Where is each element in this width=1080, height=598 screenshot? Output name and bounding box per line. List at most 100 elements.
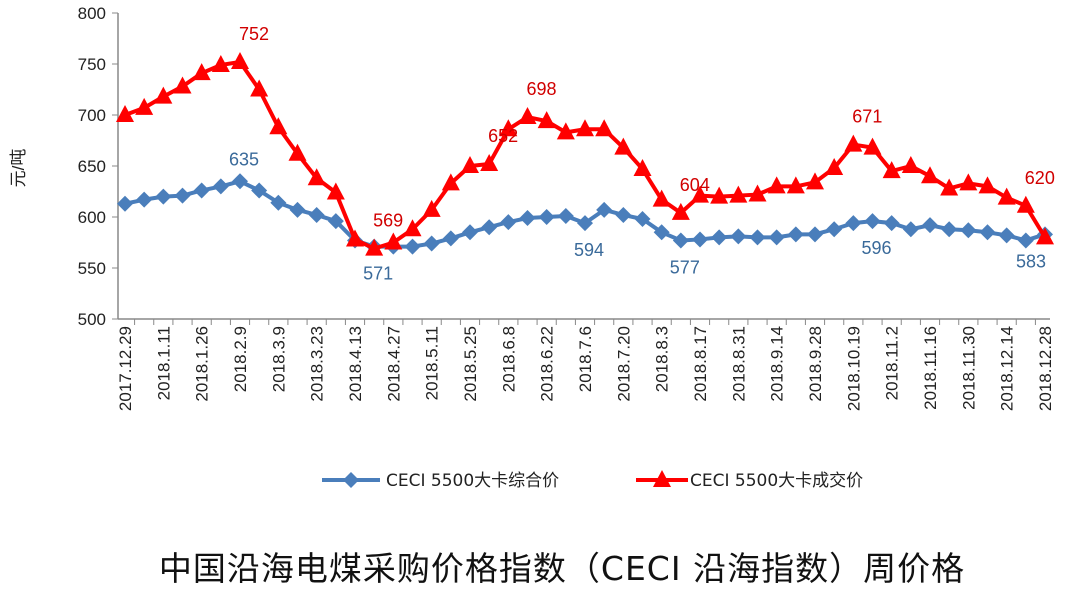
legend-item-transaction: CECI 5500大卡成交价 <box>636 470 863 491</box>
data-label: 620 <box>1025 168 1055 188</box>
data-point <box>998 227 1015 244</box>
data-point <box>403 219 422 237</box>
data-point <box>117 195 133 212</box>
data-point <box>251 182 268 199</box>
data-label: 571 <box>363 264 393 284</box>
data-point <box>211 55 230 73</box>
data-point <box>556 122 575 140</box>
x-tick-label: 2018.7.20 <box>614 326 633 402</box>
data-point <box>518 107 537 125</box>
data-point <box>288 143 307 161</box>
x-tick-label: 2018.4.27 <box>384 326 403 402</box>
data-point <box>941 221 958 238</box>
data-point <box>710 186 729 204</box>
x-tick-label: 2018.3.9 <box>269 326 288 392</box>
data-point <box>691 185 709 203</box>
x-tick-label: 2018.7.6 <box>576 326 595 392</box>
data-point <box>729 185 748 203</box>
data-point <box>346 229 364 247</box>
data-point <box>577 215 593 232</box>
x-tick-label: 2018.1.11 <box>154 326 173 400</box>
data-label: 596 <box>861 238 891 258</box>
data-point <box>499 119 518 137</box>
data-point <box>615 206 632 223</box>
data-point <box>537 111 556 129</box>
data-point <box>155 188 172 205</box>
data-point <box>212 178 229 195</box>
data-point <box>634 211 651 228</box>
data-point <box>844 134 863 152</box>
data-point <box>289 201 306 218</box>
x-tick-label: 2018.9.28 <box>806 326 825 402</box>
data-point <box>538 209 555 225</box>
legend-item-composite: CECI 5500大卡综合价 <box>322 471 559 491</box>
data-point <box>481 219 498 236</box>
x-tick-label: 2018.12.14 <box>998 326 1017 411</box>
data-point <box>442 230 459 247</box>
data-point <box>365 238 384 256</box>
data-point <box>462 224 478 241</box>
data-point <box>596 201 613 218</box>
y-tick-label: 600 <box>78 208 106 227</box>
data-point <box>959 173 978 191</box>
series-layer <box>116 51 1054 256</box>
data-point <box>960 222 977 239</box>
series-transaction-price <box>116 51 1054 256</box>
data-point <box>174 187 191 204</box>
data-point <box>997 187 1016 205</box>
data-point <box>404 238 421 255</box>
y-tick-label: 750 <box>78 55 106 74</box>
data-label: 635 <box>229 149 259 169</box>
data-point <box>825 158 844 176</box>
data-point <box>269 117 288 135</box>
data-labels: 635 571 594 577 596 583 752 569 652 698 604 671 620 <box>229 24 1055 284</box>
y-tick-label: 800 <box>78 4 106 23</box>
x-tick-label: 2018.3.23 <box>308 326 327 402</box>
data-point <box>135 97 154 115</box>
data-point <box>307 168 326 186</box>
data-point <box>461 156 479 173</box>
data-point <box>883 215 900 232</box>
data-point <box>192 63 211 81</box>
data-point <box>902 221 919 238</box>
data-point <box>326 182 345 200</box>
data-point <box>633 159 652 177</box>
data-point <box>270 194 287 211</box>
data-point <box>787 226 804 243</box>
data-point <box>671 202 690 220</box>
data-label: 652 <box>488 126 518 146</box>
data-point <box>232 173 248 190</box>
data-point <box>422 199 441 217</box>
data-point <box>730 228 747 245</box>
x-tick-label: 2018.5.25 <box>461 326 480 402</box>
data-point <box>748 184 767 202</box>
data-point <box>1036 227 1054 245</box>
x-tick-label: 2018.9.14 <box>768 326 787 402</box>
data-point <box>767 176 786 194</box>
data-point <box>882 161 901 179</box>
data-point <box>978 176 997 194</box>
x-tick-label: 2018.12.28 <box>1036 326 1055 411</box>
axes: 500 550 600 650 700 750 800 2017.12.29 2018.1.11… <box>78 4 1055 411</box>
data-label: 594 <box>574 240 604 260</box>
y-axis-label: 元/吨 <box>9 149 28 188</box>
data-point <box>826 221 843 238</box>
data-point <box>807 226 823 243</box>
data-point <box>327 213 344 230</box>
x-tick-label: 2018.10.19 <box>844 326 863 411</box>
data-point <box>441 173 460 191</box>
x-tick-label: 2018.8.3 <box>653 326 672 392</box>
x-tick-label: 2018.1.26 <box>193 326 212 402</box>
x-tick-label: 2018.11.30 <box>959 326 978 410</box>
data-point <box>672 232 689 249</box>
data-point <box>806 172 824 190</box>
data-point <box>595 119 614 137</box>
triangle-marker-icon <box>653 470 671 487</box>
data-point <box>692 231 708 248</box>
data-point <box>940 178 959 196</box>
legend: CECI 5500大卡综合价 CECI 5500大卡成交价 <box>322 470 863 491</box>
y-tick-label: 650 <box>78 157 106 176</box>
data-label: 698 <box>526 79 556 99</box>
x-tick-label: 2018.8.17 <box>691 326 710 402</box>
